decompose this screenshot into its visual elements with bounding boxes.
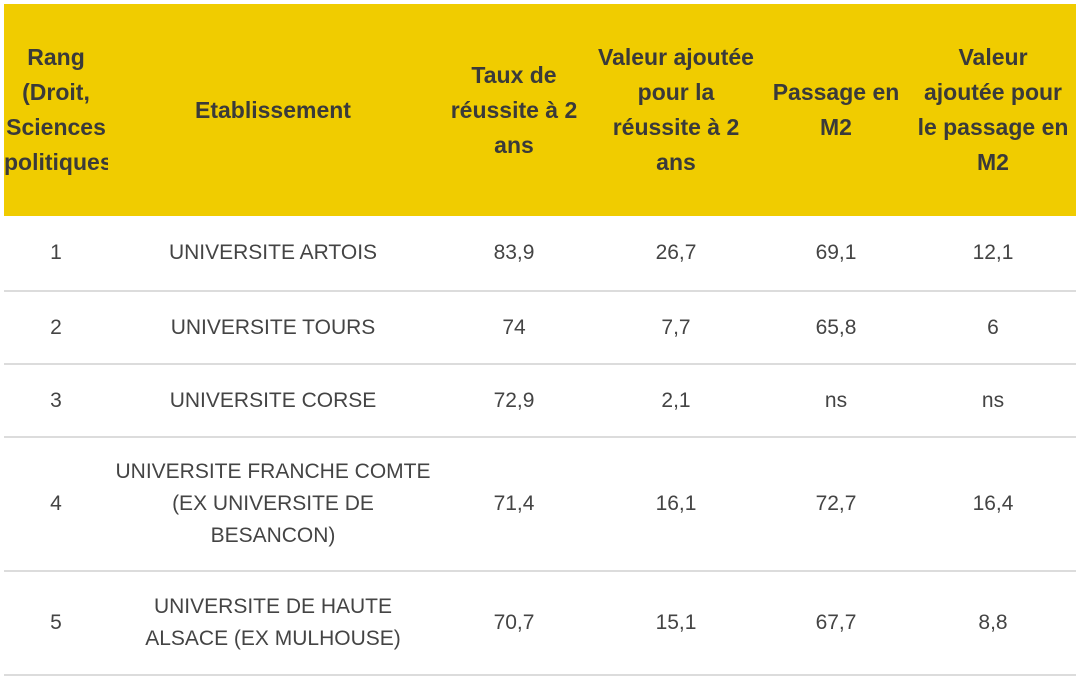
cell-etablissement: UNIVERSITE ARTOIS — [108, 216, 438, 292]
header-taux-reussite: Taux de réussite à 2 ans — [450, 61, 578, 158]
cell-taux-reussite: 71,4 — [438, 437, 590, 572]
cell-valeur-ajoutee-reussite: 15,1 — [590, 571, 762, 676]
table-row: 4 UNIVERSITE FRANCHE COMTE (EX UNIVERSIT… — [4, 437, 1076, 572]
cell-rank: 1 — [4, 216, 108, 292]
table-row: 5 UNIVERSITE DE HAUTE ALSACE (EX MULHOUS… — [4, 571, 1076, 676]
table-row: 2 UNIVERSITE TOURS 74 7,7 65,8 6 — [4, 291, 1076, 365]
cell-valeur-ajoutee-reussite: 26,7 — [590, 216, 762, 292]
cell-valeur-ajoutee-reussite: 7,7 — [590, 291, 762, 365]
cell-rank: 5 — [4, 571, 108, 676]
cell-passage-m2: ns — [762, 364, 910, 438]
cell-passage-m2: 72,7 — [762, 437, 910, 572]
cell-valeur-ajoutee-passage: 12,1 — [910, 216, 1076, 292]
ranking-table-container: Rang (Droit, Sciences politiques Etablis… — [4, 4, 1076, 684]
table-row: 1 UNIVERSITE ARTOIS 83,9 26,7 69,1 12,1 — [4, 216, 1076, 292]
cell-valeur-ajoutee-reussite: 2,1 — [590, 364, 762, 438]
ranking-table: Rang (Droit, Sciences politiques Etablis… — [4, 4, 1076, 676]
header-rank-line: politiques — [4, 149, 108, 175]
cell-passage-m2: 69,1 — [762, 216, 910, 292]
table-header-row: Rang (Droit, Sciences politiques Etablis… — [4, 4, 1076, 216]
cell-etablissement: UNIVERSITE DE HAUTE ALSACE (EX MULHOUSE) — [108, 571, 438, 676]
cell-valeur-ajoutee-passage: ns — [910, 364, 1076, 438]
header-rank-line: Sciences — [6, 114, 106, 140]
header-etablissement: Etablissement — [195, 96, 351, 123]
header-valeur-ajoutee-reussite: Valeur ajoutée pour la réussite à 2 ans — [598, 44, 754, 175]
cell-taux-reussite: 74 — [438, 291, 590, 365]
header-rank-line: (Droit, — [22, 79, 90, 105]
cell-etablissement: UNIVERSITE TOURS — [108, 291, 438, 365]
cell-passage-m2: 67,7 — [762, 571, 910, 676]
cell-valeur-ajoutee-passage: 8,8 — [910, 571, 1076, 676]
header-rank-line: Rang — [27, 44, 85, 70]
table-row: 3 UNIVERSITE CORSE 72,9 2,1 ns ns — [4, 364, 1076, 438]
header-rank: Rang (Droit, Sciences politiques — [4, 4, 108, 216]
cell-taux-reussite: 83,9 — [438, 216, 590, 292]
cell-passage-m2: 65,8 — [762, 291, 910, 365]
cell-rank: 4 — [4, 437, 108, 572]
cell-etablissement: UNIVERSITE FRANCHE COMTE (EX UNIVERSITE … — [108, 437, 438, 572]
cell-taux-reussite: 70,7 — [438, 571, 590, 676]
header-passage-m2: Passage en M2 — [772, 79, 900, 140]
header-valeur-ajoutee-passage: Valeur ajoutée pour le passage en M2 — [917, 44, 1069, 175]
cell-valeur-ajoutee-passage: 16,4 — [910, 437, 1076, 572]
cell-taux-reussite: 72,9 — [438, 364, 590, 438]
cell-rank: 2 — [4, 291, 108, 365]
cell-rank: 3 — [4, 364, 108, 438]
cell-valeur-ajoutee-passage: 6 — [910, 291, 1076, 365]
cell-valeur-ajoutee-reussite: 16,1 — [590, 437, 762, 572]
cell-etablissement: UNIVERSITE CORSE — [108, 364, 438, 438]
